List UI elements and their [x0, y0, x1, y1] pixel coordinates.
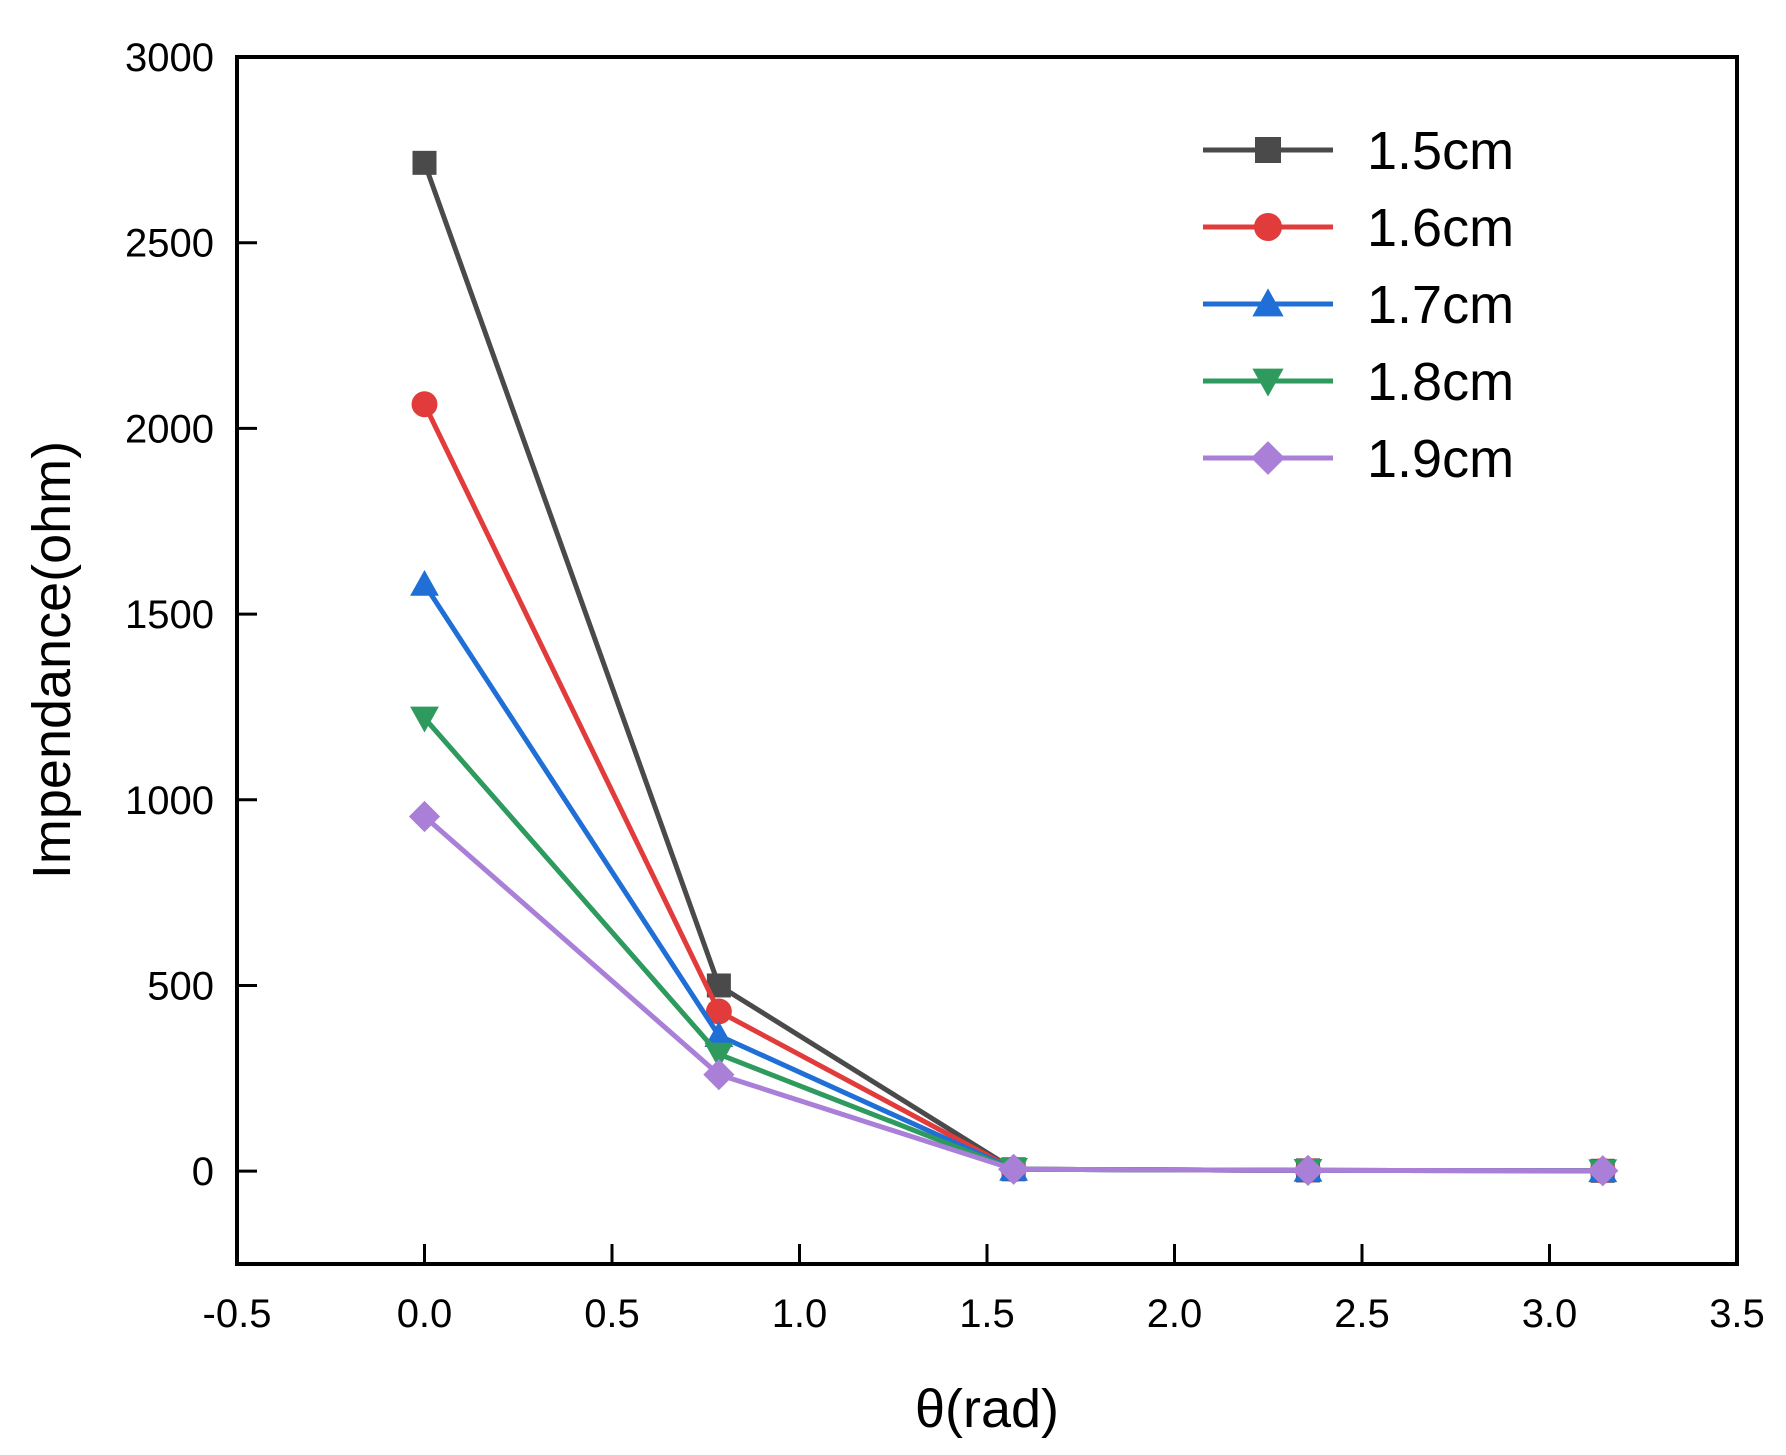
series-layer [408, 150, 1619, 1187]
legend-marker [1252, 288, 1284, 317]
x-tick-label: 0.5 [584, 1292, 640, 1336]
y-axis: 0 500 1000 1500 2000 2500 3000 [125, 36, 257, 1194]
x-tick-label: 3.0 [1522, 1292, 1578, 1336]
legend-label: 1.9cm [1367, 429, 1514, 489]
series-1.9cm [408, 800, 1619, 1187]
legend-item: 1.8cm [1203, 352, 1514, 412]
data-point [410, 706, 439, 733]
y-tick-label: 2000 [125, 407, 214, 451]
data-point [705, 998, 732, 1025]
x-axis: -0.5 0.0 0.5 1.0 1.5 2.0 2.5 3.0 3.5 [203, 1244, 1765, 1336]
data-point [703, 1058, 735, 1091]
x-tick-label: 2.5 [1334, 1292, 1390, 1336]
data-point [998, 1153, 1030, 1185]
data-point [411, 391, 438, 418]
legend-label: 1.8cm [1367, 352, 1514, 412]
series-line [422, 583, 1603, 1174]
legend-marker [1251, 441, 1285, 475]
series-1.6cm [411, 391, 1616, 1184]
x-tick-label: 0.0 [397, 1292, 453, 1336]
y-tick-label: 1500 [125, 593, 214, 637]
x-tick-label: 3.5 [1709, 1292, 1765, 1336]
data-point [410, 569, 439, 596]
legend-marker [1252, 368, 1284, 397]
y-tick-label: 500 [147, 964, 214, 1008]
series-line [422, 814, 1603, 1174]
y-tick-label: 0 [192, 1150, 214, 1194]
series-1.8cm [410, 706, 1618, 1186]
legend-marker [1255, 137, 1281, 163]
y-tick-label: 3000 [125, 36, 214, 80]
x-tick-label: 2.0 [1147, 1292, 1203, 1336]
data-point [704, 1042, 734, 1069]
legend: 1.5cm 1.6cm 1.7cm 1.8cm 1.9cm [1203, 121, 1514, 489]
x-tick-label: -0.5 [203, 1292, 272, 1336]
x-tick-label: 1.0 [772, 1292, 828, 1336]
series-line [422, 403, 1603, 1174]
y-tick-label: 1000 [125, 779, 214, 823]
series-line [422, 716, 1603, 1174]
y-axis-title: Impendance(ohm) [22, 441, 82, 879]
legend-item: 1.5cm [1203, 121, 1514, 181]
legend-item: 1.7cm [1203, 275, 1514, 335]
series-1.7cm [410, 569, 1618, 1183]
data-point [704, 1021, 734, 1047]
legend-label: 1.7cm [1367, 275, 1514, 335]
data-point [412, 150, 437, 175]
x-tick-label: 1.5 [959, 1292, 1015, 1336]
legend-marker [1253, 212, 1283, 242]
data-point [1587, 1155, 1619, 1187]
y-tick-label: 2500 [125, 222, 214, 266]
legend-label: 1.6cm [1367, 198, 1514, 258]
data-point [1292, 1154, 1324, 1187]
legend-item: 1.6cm [1203, 198, 1514, 258]
legend-label: 1.5cm [1367, 121, 1514, 181]
data-point [408, 800, 441, 833]
legend-item: 1.9cm [1203, 429, 1514, 489]
x-axis-title: θ(rad) [915, 1379, 1059, 1439]
